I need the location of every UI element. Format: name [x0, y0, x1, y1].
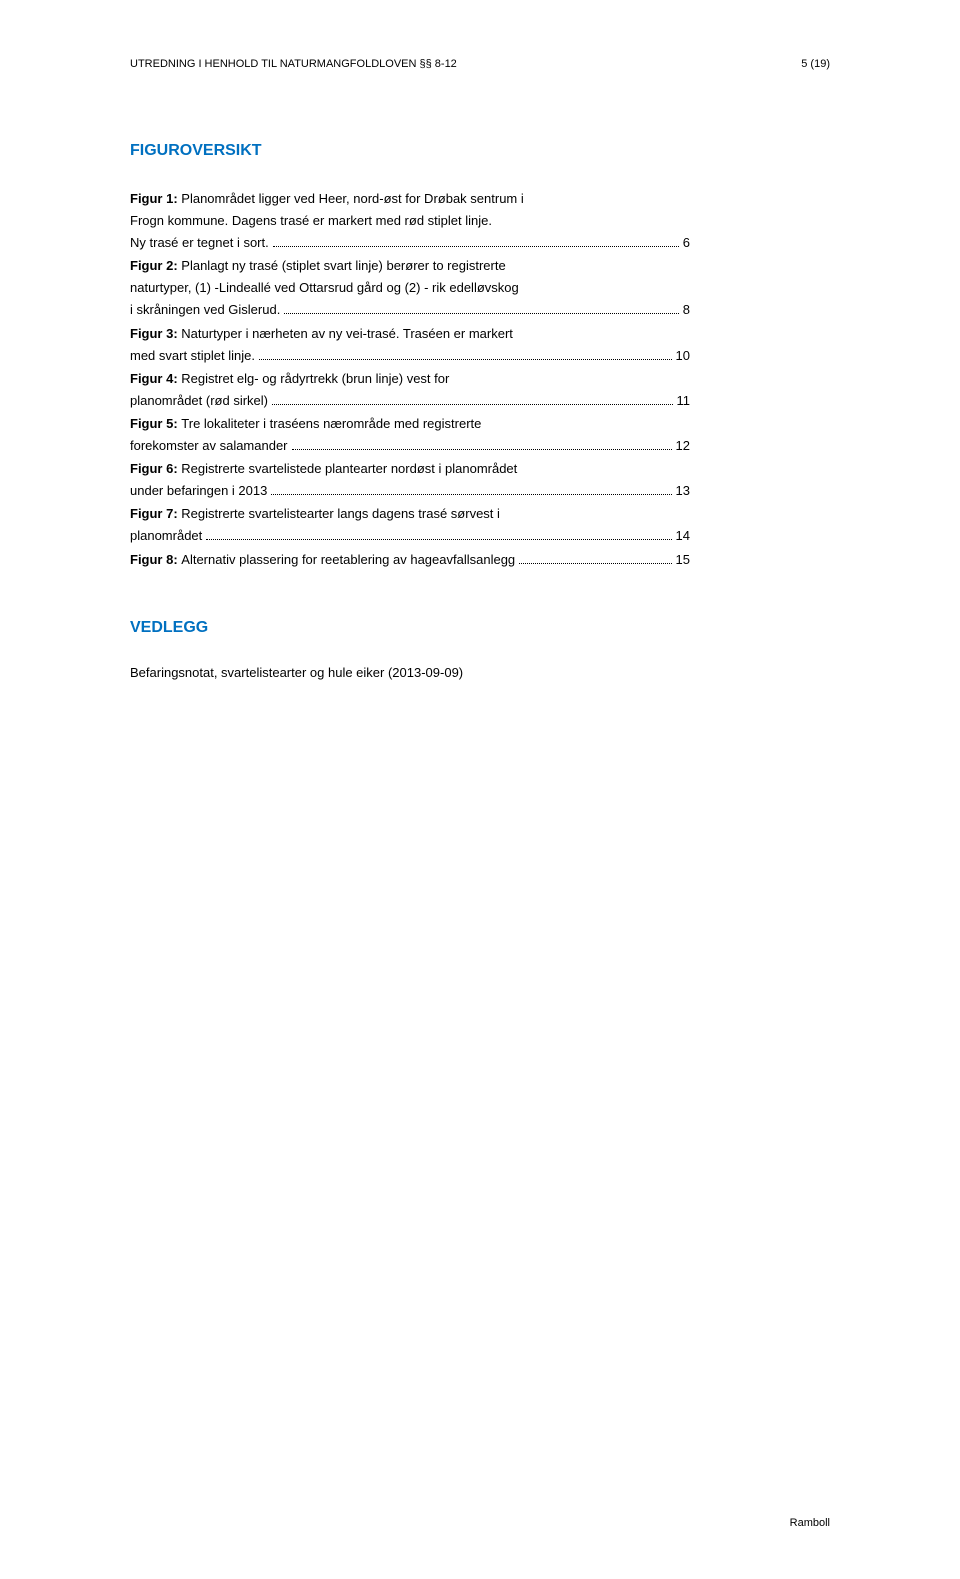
- figure-text: under befaringen i 2013: [130, 480, 267, 502]
- dot-leader: [273, 237, 679, 247]
- dot-leader: [284, 304, 678, 314]
- figure-label: Figur 4:: [130, 371, 181, 386]
- figure-label: Figur 6:: [130, 461, 181, 476]
- figure-text: Figur 8: Alternativ plassering for reeta…: [130, 549, 515, 571]
- figure-entry: Figur 5: Tre lokaliteter i traséens næro…: [130, 413, 690, 457]
- figure-entry: Figur 8: Alternativ plassering for reeta…: [130, 549, 690, 571]
- figure-page-number: 6: [683, 232, 690, 254]
- figure-label: Figur 3:: [130, 326, 181, 341]
- figure-entry-line: naturtyper, (1) -Lindeallé ved Ottarsrud…: [130, 277, 690, 299]
- figure-label: Figur 8:: [130, 552, 181, 567]
- figure-list: Figur 1: Planområdet ligger ved Heer, no…: [130, 188, 690, 571]
- figure-entry-lastline: under befaringen i 2013 13: [130, 480, 690, 502]
- figure-entry-line: Figur 5: Tre lokaliteter i traséens næro…: [130, 413, 690, 435]
- figure-text: Registrerte svartelistearter langs dagen…: [181, 506, 500, 521]
- figure-label: Figur 2:: [130, 258, 181, 273]
- figure-entry-lastline: forekomster av salamander 12: [130, 435, 690, 457]
- figuroversikt-title: FIGUROVERSIKT: [130, 142, 830, 160]
- document-page: UTREDNING I HENHOLD TIL NATURMANGFOLDLOV…: [0, 0, 960, 1579]
- vedlegg-text: Befaringsnotat, svartelistearter og hule…: [130, 665, 830, 680]
- figure-page-number: 15: [676, 549, 690, 571]
- figure-text: Naturtyper i nærheten av ny vei-trasé. T…: [181, 326, 513, 341]
- vedlegg-section: VEDLEGG Befaringsnotat, svartelistearter…: [130, 619, 830, 680]
- vedlegg-title: VEDLEGG: [130, 619, 830, 637]
- figure-label: Figur 1:: [130, 191, 181, 206]
- figure-text: Tre lokaliteter i traséens nærområde med…: [181, 416, 481, 431]
- figure-text: Registret elg- og rådyrtrekk (brun linje…: [181, 371, 449, 386]
- figure-text: Ny trasé er tegnet i sort.: [130, 232, 269, 254]
- footer-text: Ramboll: [790, 1517, 830, 1529]
- figure-entry: Figur 6: Registrerte svartelistede plant…: [130, 458, 690, 502]
- figure-page-number: 12: [676, 435, 690, 457]
- figure-page-number: 10: [676, 345, 690, 367]
- dot-leader: [519, 553, 671, 563]
- figure-text: Registrerte svartelistede plantearter no…: [181, 461, 517, 476]
- figure-entry-lastline: planområdet 14: [130, 525, 690, 547]
- header-left-text: UTREDNING I HENHOLD TIL NATURMANGFOLDLOV…: [130, 58, 457, 70]
- figure-entry-line: Figur 2: Planlagt ny trasé (stiplet svar…: [130, 255, 690, 277]
- figure-entry-line: Figur 4: Registret elg- og rådyrtrekk (b…: [130, 368, 690, 390]
- figure-entry-lastline: Ny trasé er tegnet i sort. 6: [130, 232, 690, 254]
- figure-entry-line: Figur 7: Registrerte svartelistearter la…: [130, 503, 690, 525]
- header-page-indicator: 5 (19): [801, 58, 830, 70]
- figure-entry-lastline: i skråningen ved Gislerud. 8: [130, 299, 690, 321]
- dot-leader: [206, 530, 671, 540]
- figure-entry-line: Figur 6: Registrerte svartelistede plant…: [130, 458, 690, 480]
- figure-entry: Figur 4: Registret elg- og rådyrtrekk (b…: [130, 368, 690, 412]
- figure-entry: Figur 7: Registrerte svartelistearter la…: [130, 503, 690, 547]
- figure-text: planområdet (rød sirkel): [130, 390, 268, 412]
- figure-entry: Figur 3: Naturtyper i nærheten av ny vei…: [130, 323, 690, 367]
- figure-entry-line: Figur 1: Planområdet ligger ved Heer, no…: [130, 188, 690, 210]
- figure-page-number: 8: [683, 299, 690, 321]
- figure-entry-lastline: med svart stiplet linje. 10: [130, 345, 690, 367]
- dot-leader: [259, 350, 672, 360]
- page-header: UTREDNING I HENHOLD TIL NATURMANGFOLDLOV…: [130, 58, 830, 70]
- figure-text: Planområdet ligger ved Heer, nord-øst fo…: [181, 191, 523, 206]
- figure-page-number: 14: [676, 525, 690, 547]
- dot-leader: [272, 395, 673, 405]
- figure-page-number: 11: [677, 390, 691, 412]
- figure-text: i skråningen ved Gislerud.: [130, 299, 280, 321]
- figure-entry-lastline: planområdet (rød sirkel) 11: [130, 390, 690, 412]
- figure-text: med svart stiplet linje.: [130, 345, 255, 367]
- figure-text: forekomster av salamander: [130, 435, 288, 457]
- figure-entry: Figur 2: Planlagt ny trasé (stiplet svar…: [130, 255, 690, 321]
- figure-page-number: 13: [676, 480, 690, 502]
- figure-text: planområdet: [130, 525, 202, 547]
- figure-label: Figur 5:: [130, 416, 181, 431]
- figure-entry-line: Figur 3: Naturtyper i nærheten av ny vei…: [130, 323, 690, 345]
- dot-leader: [271, 485, 671, 495]
- figure-text: Planlagt ny trasé (stiplet svart linje) …: [181, 258, 505, 273]
- figure-label: Figur 7:: [130, 506, 181, 521]
- figure-entry-lastline: Figur 8: Alternativ plassering for reeta…: [130, 549, 690, 571]
- figure-entry-line: Frogn kommune. Dagens trasé er markert m…: [130, 210, 690, 232]
- dot-leader: [292, 440, 672, 450]
- figure-entry: Figur 1: Planområdet ligger ved Heer, no…: [130, 188, 690, 254]
